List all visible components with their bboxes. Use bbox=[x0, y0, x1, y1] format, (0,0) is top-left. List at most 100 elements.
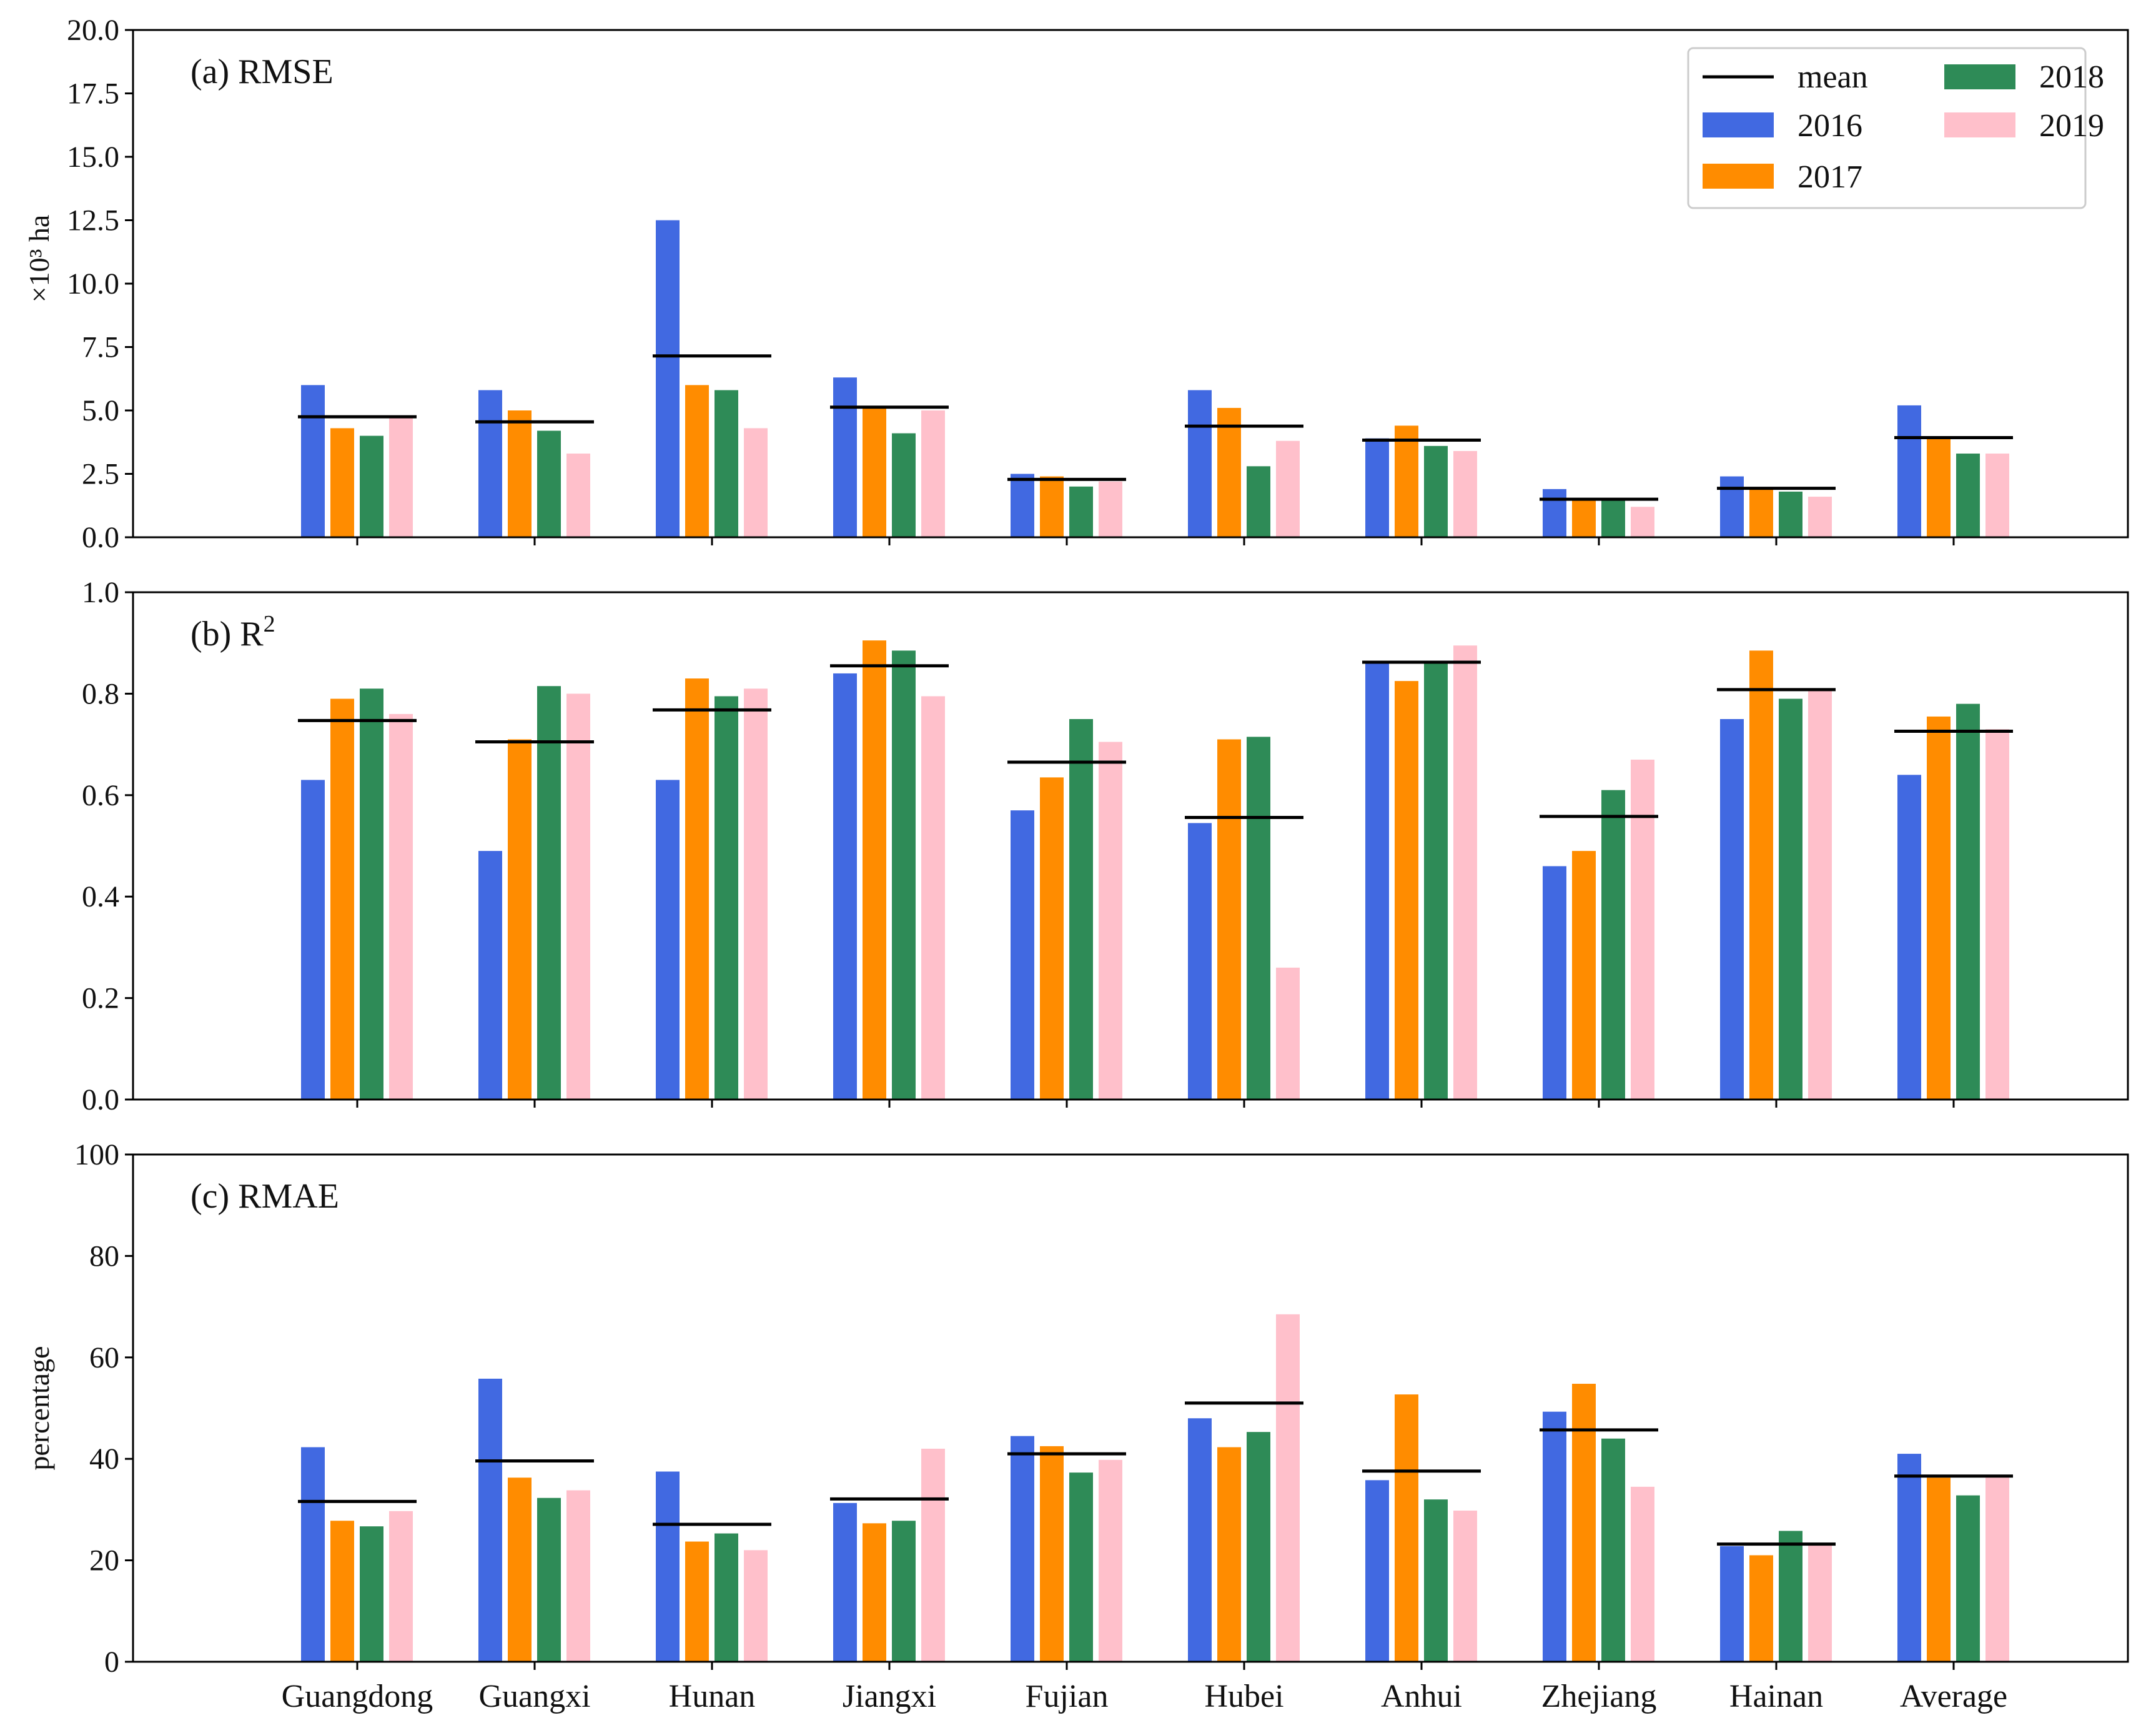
bar-2016-hubei bbox=[1188, 1418, 1212, 1662]
bar-2016-hunan bbox=[656, 1471, 680, 1662]
legend-swatch-2018 bbox=[1944, 64, 2015, 89]
bar-2017-anhui bbox=[1395, 681, 1418, 1100]
bar-2018-fujian bbox=[1069, 486, 1093, 537]
y-tick-label: 20 bbox=[89, 1544, 119, 1577]
y-tick-label: 0.8 bbox=[82, 677, 119, 710]
bar-2019-hunan bbox=[744, 688, 768, 1100]
bar-2016-hubei bbox=[1188, 390, 1212, 537]
axes-frame bbox=[132, 1153, 2129, 1663]
bar-2019-zhejiang bbox=[1631, 759, 1654, 1100]
y-tick-label: 60 bbox=[89, 1341, 119, 1374]
bar-2019-fujian bbox=[1099, 481, 1122, 537]
bar-2019-jiangxi bbox=[921, 410, 945, 537]
bar-2017-jiangxi bbox=[863, 640, 886, 1100]
bar-2019-hainan bbox=[1808, 688, 1832, 1100]
bar-2016-guangxi bbox=[478, 851, 502, 1100]
bar-2018-zhejiang bbox=[1601, 499, 1625, 537]
bar-2019-zhejiang bbox=[1631, 1486, 1654, 1662]
bar-2018-hunan bbox=[715, 1533, 738, 1662]
y-axis-label: ×10³ ha bbox=[23, 215, 55, 303]
bar-2017-zhejiang bbox=[1572, 851, 1596, 1100]
bar-2016-hainan bbox=[1720, 476, 1744, 537]
bar-2016-fujian bbox=[1011, 810, 1034, 1100]
bar-2017-average bbox=[1927, 716, 1951, 1100]
bar-2016-hainan bbox=[1720, 1546, 1744, 1662]
bar-2018-anhui bbox=[1424, 1499, 1448, 1662]
bar-2016-jiangxi bbox=[833, 1502, 857, 1662]
bar-2018-hainan bbox=[1779, 491, 1802, 537]
bar-2016-guangxi bbox=[478, 390, 502, 537]
panel-title: (c) RMAE bbox=[190, 1177, 339, 1216]
bar-2017-zhejiang bbox=[1572, 499, 1596, 537]
bar-2017-guangxi bbox=[508, 1477, 532, 1662]
bar-2016-guangdong bbox=[301, 1447, 325, 1662]
y-tick-label: 12.5 bbox=[67, 204, 119, 237]
bar-2017-fujian bbox=[1040, 1446, 1064, 1662]
panel-title: (a) RMSE bbox=[190, 52, 334, 91]
bar-2017-jiangxi bbox=[863, 407, 886, 537]
legend-swatch-2016 bbox=[1703, 112, 1774, 137]
bar-2018-average bbox=[1956, 454, 1980, 537]
bar-2018-jiangxi bbox=[892, 1521, 916, 1662]
bar-2018-anhui bbox=[1424, 660, 1448, 1100]
bar-2017-hubei bbox=[1217, 407, 1241, 537]
bar-2016-guangdong bbox=[301, 385, 325, 537]
bar-2017-hainan bbox=[1749, 650, 1773, 1100]
bar-2018-average bbox=[1956, 1495, 1980, 1662]
bar-2018-guangxi bbox=[537, 1497, 561, 1662]
bar-2017-hainan bbox=[1749, 1555, 1773, 1662]
bar-2017-hubei bbox=[1217, 739, 1241, 1100]
bar-2017-jiangxi bbox=[863, 1523, 886, 1662]
bar-2019-guangxi bbox=[566, 693, 590, 1100]
bar-2017-average bbox=[1927, 438, 1951, 537]
bar-2019-jiangxi bbox=[921, 1448, 945, 1662]
bar-2019-average bbox=[1985, 454, 2009, 537]
bar-2019-hainan bbox=[1808, 1544, 1832, 1662]
bar-2017-guangdong bbox=[330, 428, 354, 537]
bar-2016-average bbox=[1897, 405, 1921, 537]
legend-swatch-2019 bbox=[1944, 112, 2015, 137]
bar-2017-hainan bbox=[1749, 489, 1773, 537]
axes-frame bbox=[132, 591, 2129, 1101]
bar-2019-hunan bbox=[744, 1550, 768, 1662]
x-tick-label-fujian: Fujian bbox=[1026, 1679, 1109, 1714]
y-tick-label: 15.0 bbox=[67, 141, 119, 174]
x-tick-label-guangxi: Guangxi bbox=[478, 1679, 590, 1714]
legend-mean-label: mean bbox=[1797, 59, 1868, 95]
panel-r2: 0.0 0.2 0.4 0.6 0.8 1.0 (b) R2 bbox=[82, 576, 2129, 1116]
bar-2016-hunan bbox=[656, 220, 680, 537]
bar-2018-hunan bbox=[715, 696, 738, 1100]
x-tick-label-hunan: Hunan bbox=[669, 1679, 756, 1714]
bar-2017-hunan bbox=[685, 385, 709, 537]
x-tick-label-average: Average bbox=[1900, 1679, 2007, 1714]
panel-title-superscript: 2 bbox=[264, 611, 275, 637]
bar-2019-guangdong bbox=[389, 415, 413, 537]
y-tick-label: 80 bbox=[89, 1239, 119, 1273]
bar-2018-guangdong bbox=[360, 688, 383, 1100]
bar-2016-hubei bbox=[1188, 823, 1212, 1100]
y-tick-label: 0.6 bbox=[82, 779, 119, 812]
bar-2017-fujian bbox=[1040, 777, 1064, 1100]
x-tick-label-jiangxi: Jiangxi bbox=[843, 1679, 936, 1714]
x-tick-label-zhejiang: Zhejiang bbox=[1541, 1679, 1657, 1714]
bar-2018-zhejiang bbox=[1601, 1438, 1625, 1662]
bar-2018-hubei bbox=[1247, 1432, 1270, 1662]
bar-2019-guangdong bbox=[389, 713, 413, 1100]
y-tick-label: 7.5 bbox=[82, 331, 119, 364]
bar-2016-average bbox=[1897, 775, 1921, 1100]
y-axis-label: percentage bbox=[23, 1346, 55, 1470]
bar-2019-anhui bbox=[1453, 450, 1477, 537]
x-tick-label-anhui: Anhui bbox=[1381, 1679, 1462, 1714]
bar-2017-fujian bbox=[1040, 476, 1064, 537]
y-tick-label: 20.0 bbox=[67, 14, 119, 47]
y-tick-label: 0.0 bbox=[82, 521, 119, 554]
y-tick-label: 100 bbox=[74, 1138, 119, 1171]
bar-2016-fujian bbox=[1011, 1436, 1034, 1662]
bar-2018-hubei bbox=[1247, 737, 1270, 1100]
bar-2019-anhui bbox=[1453, 645, 1477, 1100]
bar-2016-hunan bbox=[656, 780, 680, 1100]
bar-2019-jiangxi bbox=[921, 696, 945, 1100]
y-tick-label: 10.0 bbox=[67, 267, 119, 300]
bar-2016-anhui bbox=[1365, 1480, 1389, 1662]
x-tick-label-hainan: Hainan bbox=[1729, 1679, 1823, 1714]
